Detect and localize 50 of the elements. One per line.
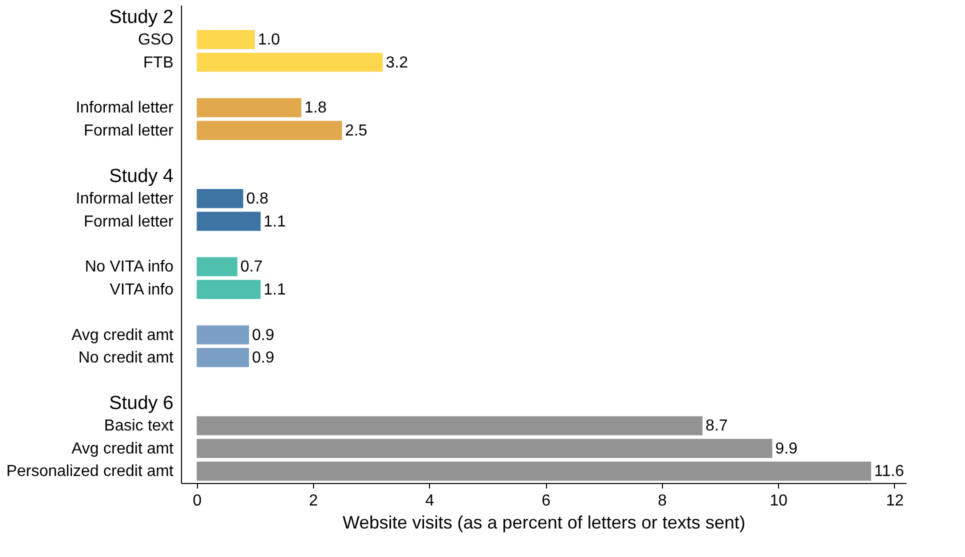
x-tick-label: 10 xyxy=(770,492,788,510)
y-tick-label: Avg credit amt xyxy=(72,440,174,458)
y-tick-label: FTB xyxy=(143,54,174,72)
y-tick-label: Informal letter xyxy=(76,100,174,117)
bar xyxy=(196,348,250,368)
data-label: 0.9 xyxy=(252,326,274,344)
bar xyxy=(196,416,703,436)
y-tick-label: Study 6 xyxy=(109,393,174,414)
y-tick-label: No VITA info xyxy=(84,258,174,276)
bar xyxy=(196,30,255,50)
bar xyxy=(196,257,238,276)
data-label: 0.9 xyxy=(252,350,274,367)
bar xyxy=(196,52,383,72)
bar xyxy=(196,120,342,140)
data-label: 1.1 xyxy=(264,281,286,298)
data-label: 9.9 xyxy=(775,440,798,458)
bar xyxy=(196,189,244,208)
x-axis-title: Website visits (as a percent of letters or texts sent) xyxy=(342,512,746,532)
data-label: 8.7 xyxy=(706,418,728,435)
y-tick-label: Basic text xyxy=(104,418,174,435)
x-tick-label: 2 xyxy=(309,492,318,510)
data-label: 1.1 xyxy=(264,213,286,230)
y-tick-label: GSO xyxy=(138,32,174,49)
data-label: 2.5 xyxy=(345,122,368,140)
bar xyxy=(196,462,872,481)
x-tick-label: 4 xyxy=(425,492,434,510)
y-tick-label: No credit amt xyxy=(78,350,174,367)
bar xyxy=(196,438,772,458)
y-tick-label: VITA info xyxy=(110,281,174,298)
data-label: 3.2 xyxy=(386,54,408,72)
y-tick-label: Formal letter xyxy=(84,213,174,230)
data-label: 1.0 xyxy=(258,32,280,49)
y-tick-label: Personalized credit amt xyxy=(6,463,174,480)
data-label: 0.8 xyxy=(246,190,269,208)
x-tick-label: 12 xyxy=(886,492,904,510)
y-tick-label: Study 4 xyxy=(109,166,174,187)
x-tick-label: 8 xyxy=(658,492,667,510)
x-tick-label: 0 xyxy=(192,492,202,510)
y-tick-label: Avg credit amt xyxy=(72,326,174,344)
bar xyxy=(196,98,302,118)
data-label: 11.6 xyxy=(874,463,904,480)
y-tick-label: Informal letter xyxy=(76,190,174,208)
y-tick-label: Study 2 xyxy=(109,6,174,28)
x-tick-label: 6 xyxy=(542,492,551,510)
y-tick-label: Formal letter xyxy=(84,122,174,140)
data-label: 1.8 xyxy=(304,100,327,117)
bar xyxy=(196,280,261,299)
bar xyxy=(196,325,250,344)
data-label: 0.7 xyxy=(240,258,263,276)
bar xyxy=(196,212,261,231)
